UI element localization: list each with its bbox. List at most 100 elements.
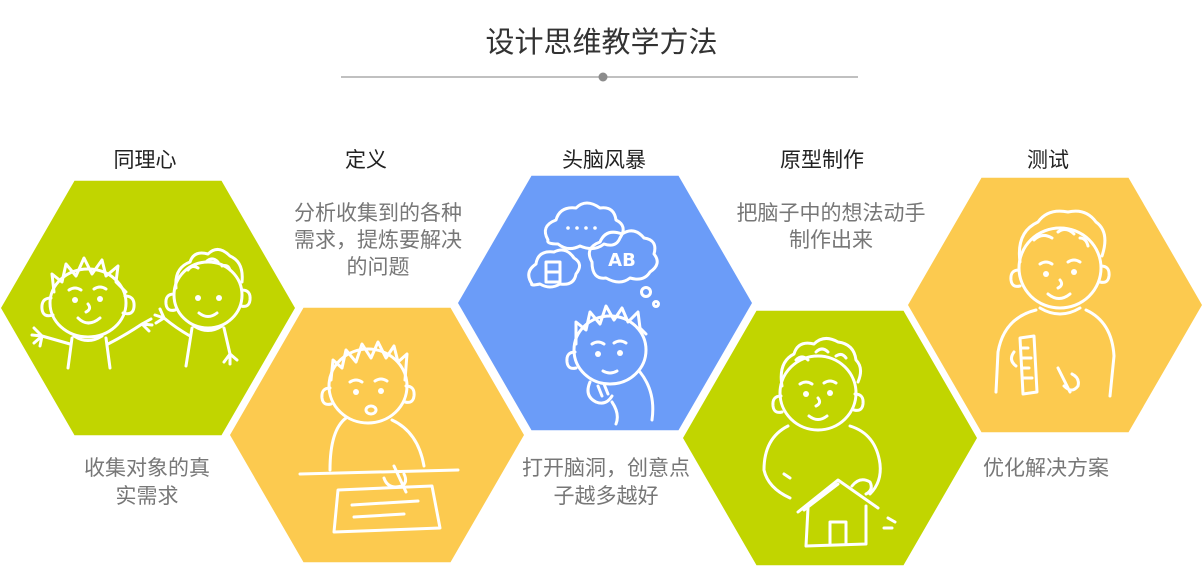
child-arms xyxy=(762,424,882,500)
child-ears xyxy=(164,288,252,312)
house-roof xyxy=(796,478,880,514)
child-drawing-at-desk-illustration xyxy=(298,340,460,534)
description-line: 收集对象的真 xyxy=(84,456,210,480)
cloud-doodle xyxy=(544,260,562,284)
child-eye xyxy=(97,296,103,302)
house-walls xyxy=(804,504,868,548)
description-line: 制作出来 xyxy=(789,228,873,252)
description-line: 分析收集到的各种 xyxy=(294,201,462,225)
child-building-house-illustration xyxy=(762,337,897,548)
thought-cloud-middle xyxy=(587,229,659,284)
child-arms xyxy=(153,307,239,366)
left-child xyxy=(30,256,154,370)
cloud-dot xyxy=(575,226,579,230)
ruler xyxy=(1018,334,1039,396)
child-eye xyxy=(617,350,623,356)
page-title: 设计思维教学方法 xyxy=(485,25,718,59)
child-eye xyxy=(216,295,222,301)
child-nose xyxy=(814,396,822,408)
child-mouth xyxy=(807,414,829,421)
step-title-empathy: 同理心 xyxy=(113,148,177,172)
title-divider-dot xyxy=(598,72,608,82)
house-door xyxy=(828,520,848,547)
description-line: 实需求 xyxy=(115,484,179,508)
child-brows xyxy=(798,379,838,386)
child-hair xyxy=(329,340,409,382)
hand-on-chin xyxy=(586,380,614,405)
child-eye xyxy=(827,390,833,396)
child-body xyxy=(66,334,112,370)
child-head xyxy=(1017,226,1103,310)
hand-on-roof xyxy=(850,478,873,496)
step-description-test: 优化解决方案 xyxy=(926,454,1166,482)
step-description-empathy: 收集对象的真 实需求 xyxy=(27,454,267,510)
child-mouth xyxy=(364,404,378,416)
child-brows xyxy=(348,377,389,384)
child-nose xyxy=(1056,278,1064,290)
child-hair xyxy=(574,304,648,346)
step-description-prototype: 把脑子中的想法动手 制作出来 xyxy=(711,200,951,254)
thought-cloud-left xyxy=(527,248,581,289)
description-line: 的问题 xyxy=(346,255,410,279)
child-ears xyxy=(1009,264,1111,288)
step-title-define: 定义 xyxy=(345,148,387,172)
hand-with-pencil xyxy=(1056,366,1080,394)
child-mouth xyxy=(1046,292,1072,300)
step-description-brainstorm: 打开脑洞，创意点 子越多越好 xyxy=(486,454,726,510)
hexagon-define xyxy=(230,307,524,563)
description-line: 子越多越好 xyxy=(553,484,659,508)
thought-bubble-small xyxy=(640,286,652,298)
hexagon-test xyxy=(908,177,1202,433)
child-eye xyxy=(195,295,201,301)
child-hair xyxy=(779,337,863,388)
cloud-dot xyxy=(584,226,588,230)
step-title-prototype: 原型制作 xyxy=(780,148,864,172)
child-brows xyxy=(67,285,108,292)
sparkle-marks xyxy=(782,472,897,530)
cloud-dot xyxy=(566,226,570,230)
thought-cloud-top xyxy=(543,201,625,251)
child-body xyxy=(184,324,232,368)
hexagon-prototype xyxy=(683,310,977,566)
child-ears xyxy=(320,384,416,406)
description-line: 把脑子中的想法动手 xyxy=(736,201,926,225)
child-hair xyxy=(174,248,244,290)
child-nose xyxy=(84,302,92,314)
child-arms xyxy=(328,416,426,472)
step-description-define: 分析收集到的各种 需求，提炼要解决 的问题 xyxy=(258,200,498,281)
paper-lines xyxy=(350,499,420,519)
child-ear xyxy=(565,350,578,370)
child-body xyxy=(994,306,1116,398)
child-eye xyxy=(378,388,384,394)
child-brows xyxy=(1038,258,1082,266)
child-measuring-with-ruler-illustration xyxy=(994,209,1116,398)
desk-edge xyxy=(298,468,460,476)
right-child xyxy=(153,248,252,368)
child-eye xyxy=(595,351,601,357)
description-line: 打开脑洞，创意点 xyxy=(522,456,690,480)
description-line: 需求，提炼要解决 xyxy=(294,228,462,252)
hand-holding-ruler xyxy=(1009,350,1018,368)
child-mouth xyxy=(601,369,619,375)
child-thinking-with-clouds-illustration: AB xyxy=(527,201,660,426)
step-title-brainstorm: 头脑风暴 xyxy=(562,148,646,172)
child-eye xyxy=(1043,271,1049,277)
child-eye xyxy=(353,389,359,395)
child-ears xyxy=(771,392,865,414)
hexagon-brainstorm xyxy=(458,175,752,431)
child-mouth xyxy=(76,316,102,325)
hand-with-pencil xyxy=(382,464,408,494)
child-hair xyxy=(1017,209,1107,264)
two-children-greeting-illustration xyxy=(30,248,252,370)
child-ears xyxy=(40,294,136,318)
child-hair xyxy=(50,256,128,294)
child-eye xyxy=(72,297,78,303)
cloud-dot xyxy=(593,226,597,230)
thought-bubble-tiny xyxy=(652,300,660,308)
child-mouth xyxy=(197,311,219,318)
hexagon-empathy xyxy=(1,180,295,436)
child-body xyxy=(610,370,655,426)
cloud-lettering: AB xyxy=(608,250,636,271)
child-brows xyxy=(590,339,628,346)
